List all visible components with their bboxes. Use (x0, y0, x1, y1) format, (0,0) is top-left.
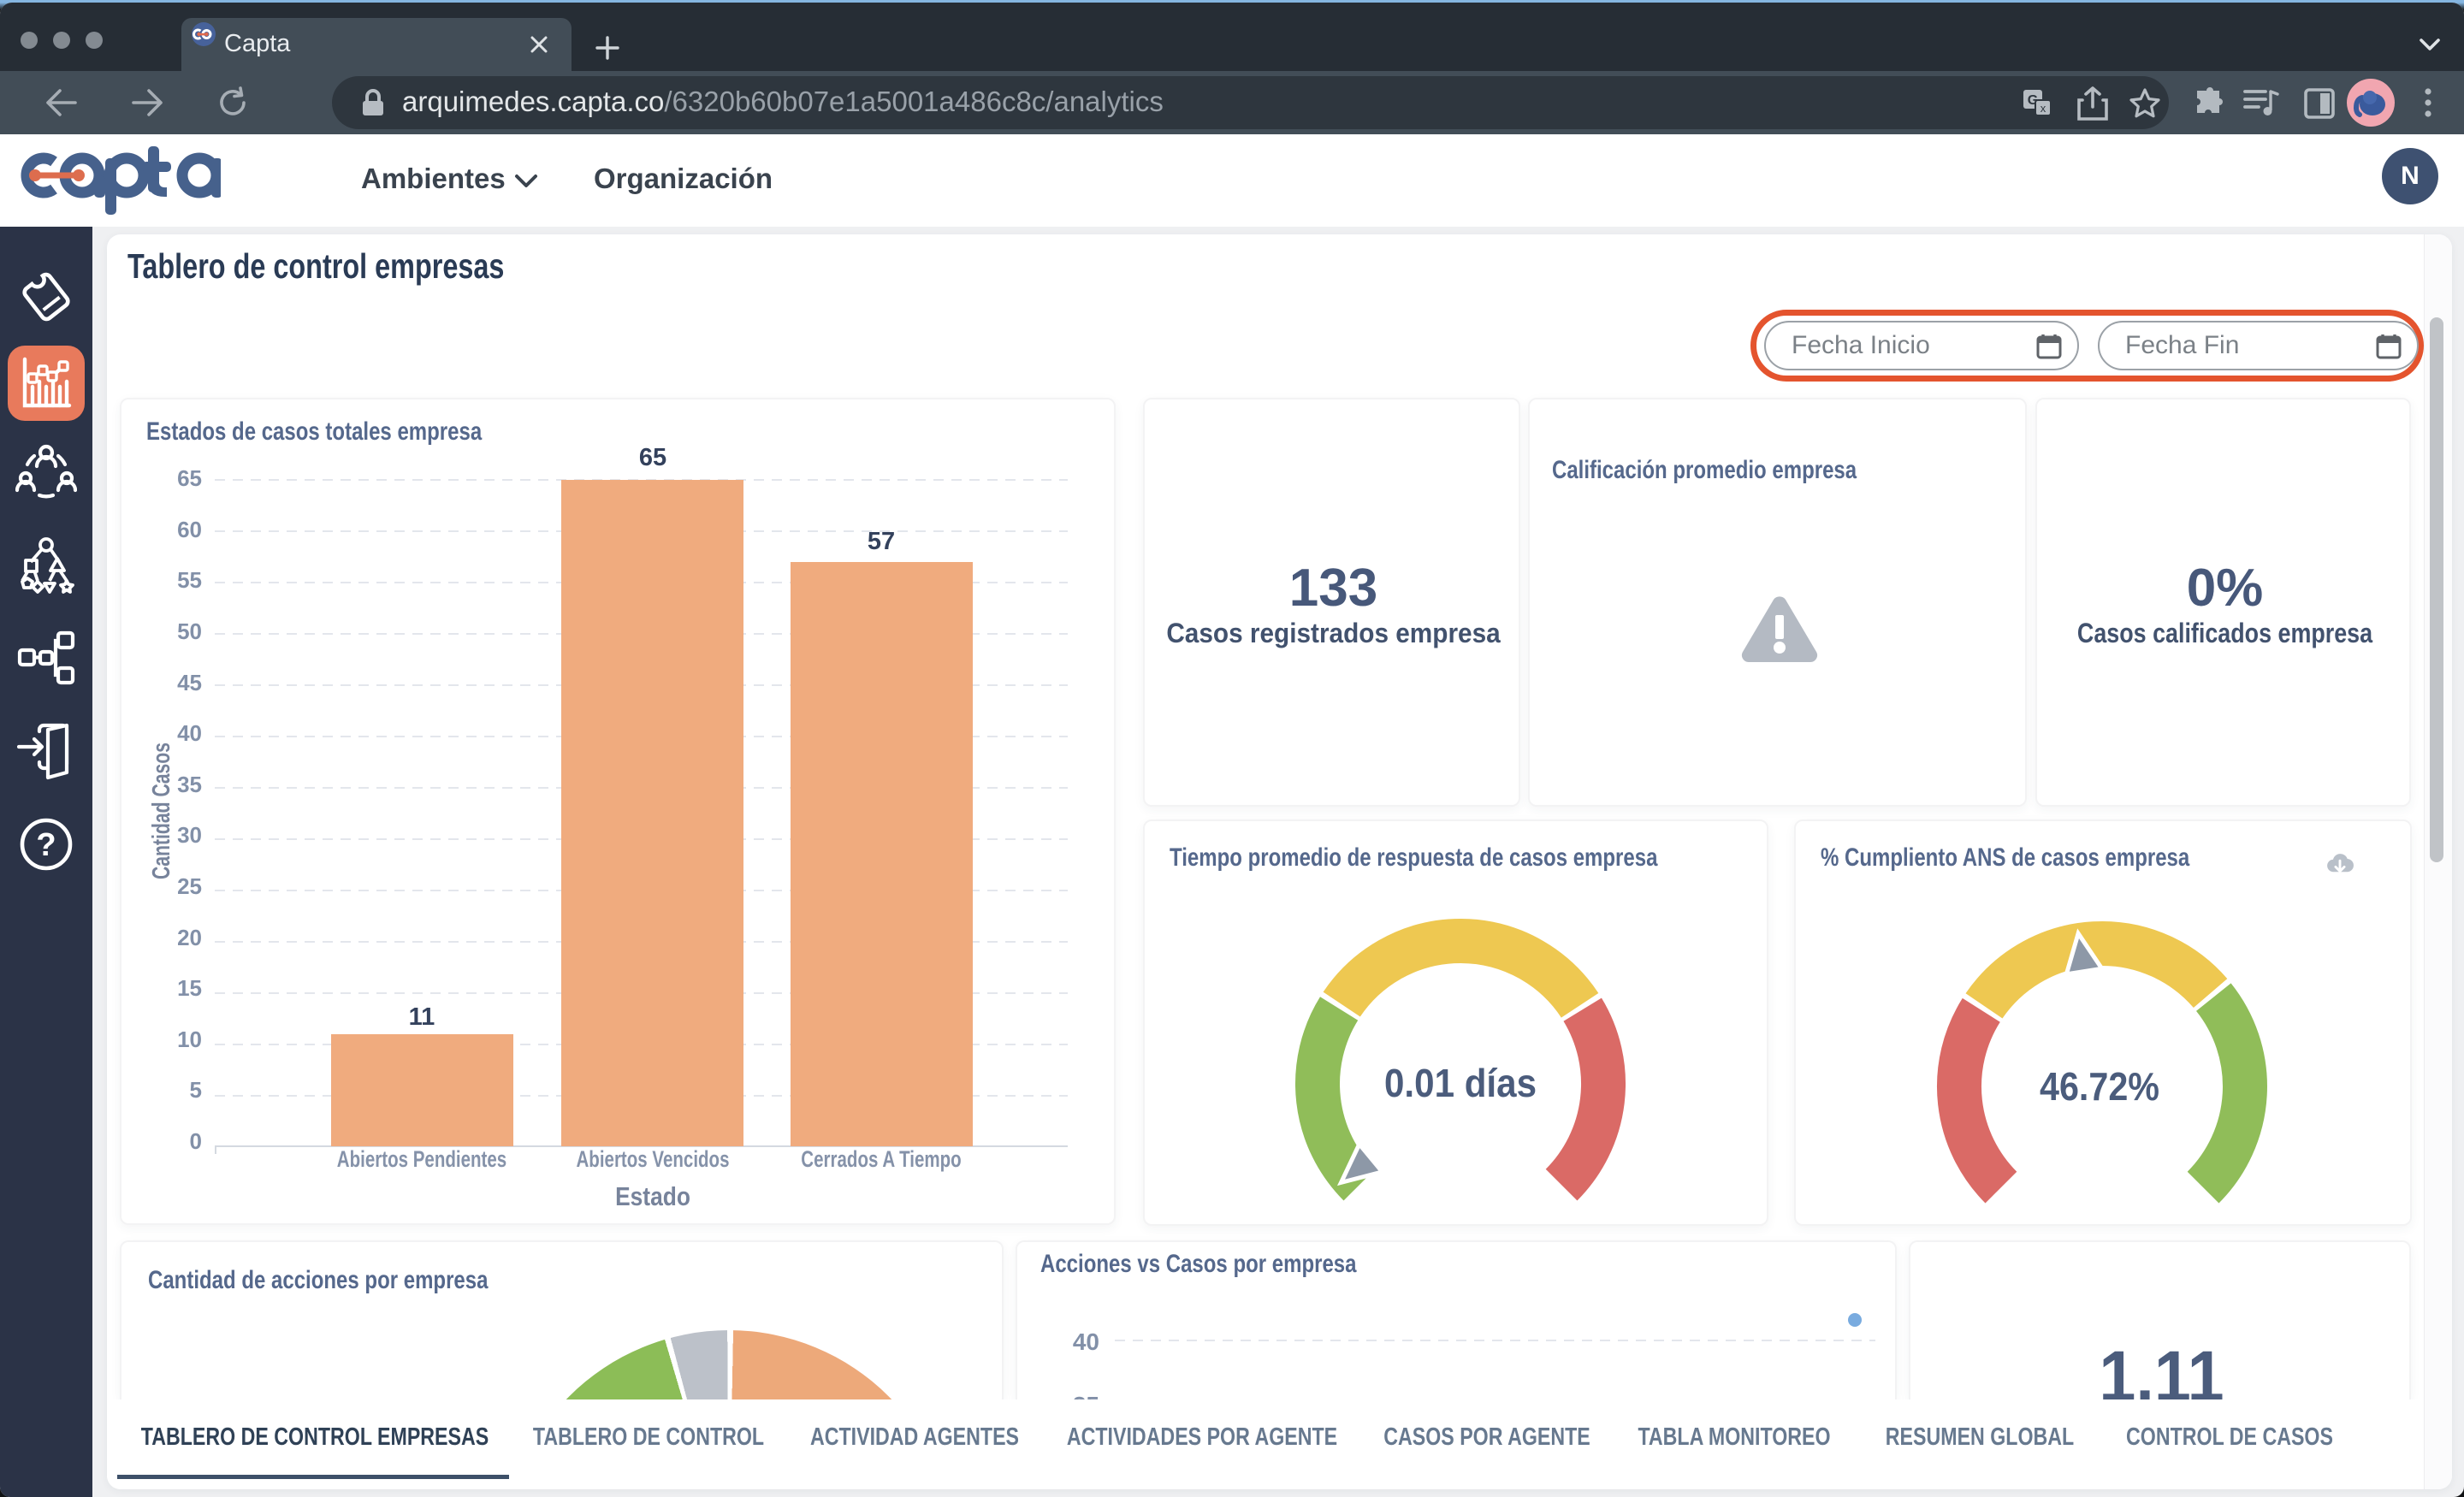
svg-text:0.01 días: 0.01 días (1384, 1061, 1537, 1105)
svg-text:46.72%: 46.72% (2040, 1064, 2159, 1109)
svg-text:?: ? (36, 827, 56, 863)
svg-text:x: x (2040, 102, 2046, 115)
